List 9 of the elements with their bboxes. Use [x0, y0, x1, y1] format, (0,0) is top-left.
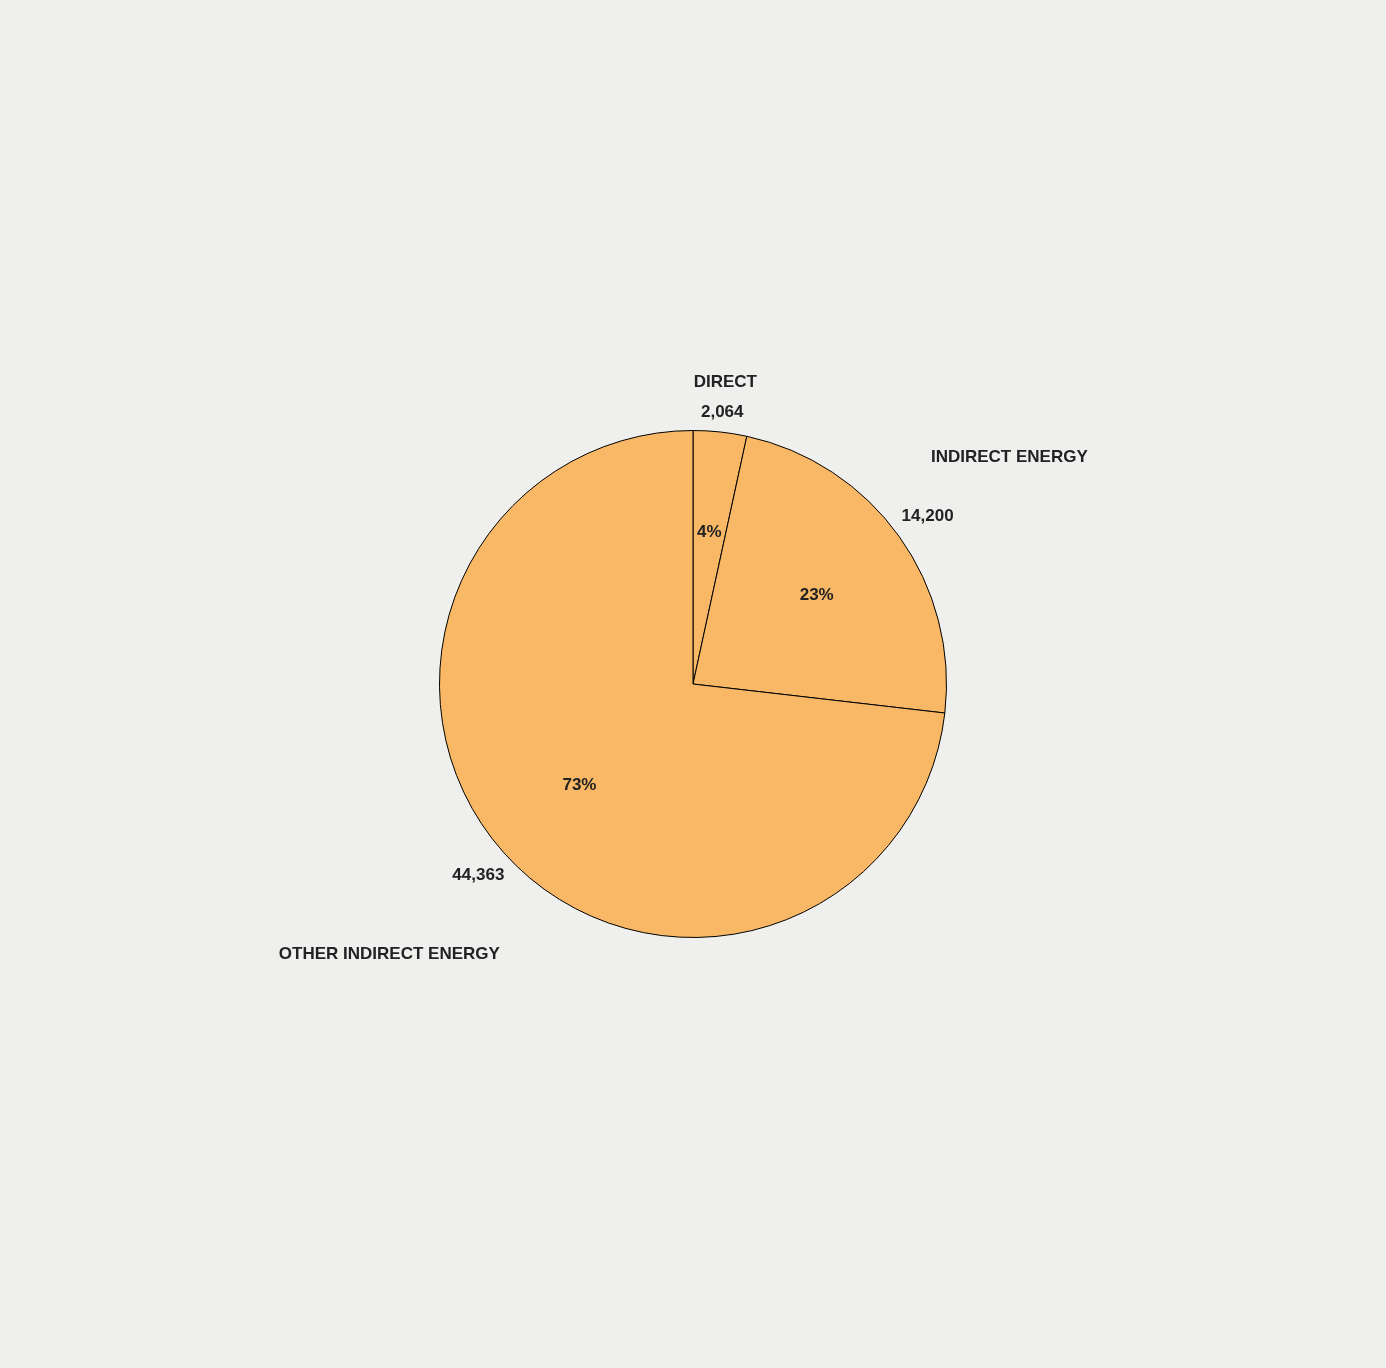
data-label: 2,064: [700, 401, 745, 421]
slice-label: DIRECT: [693, 372, 758, 392]
data-label: 14,200: [901, 505, 954, 525]
text: 4%: [696, 522, 722, 542]
slice-label: OTHER INDIRECT ENERGY: [278, 944, 501, 964]
text: 23%: [799, 585, 834, 605]
slice-label: INDIRECT ENERGY: [930, 447, 1089, 467]
text: 73%: [562, 774, 597, 794]
data-label: 44,363: [452, 865, 505, 885]
